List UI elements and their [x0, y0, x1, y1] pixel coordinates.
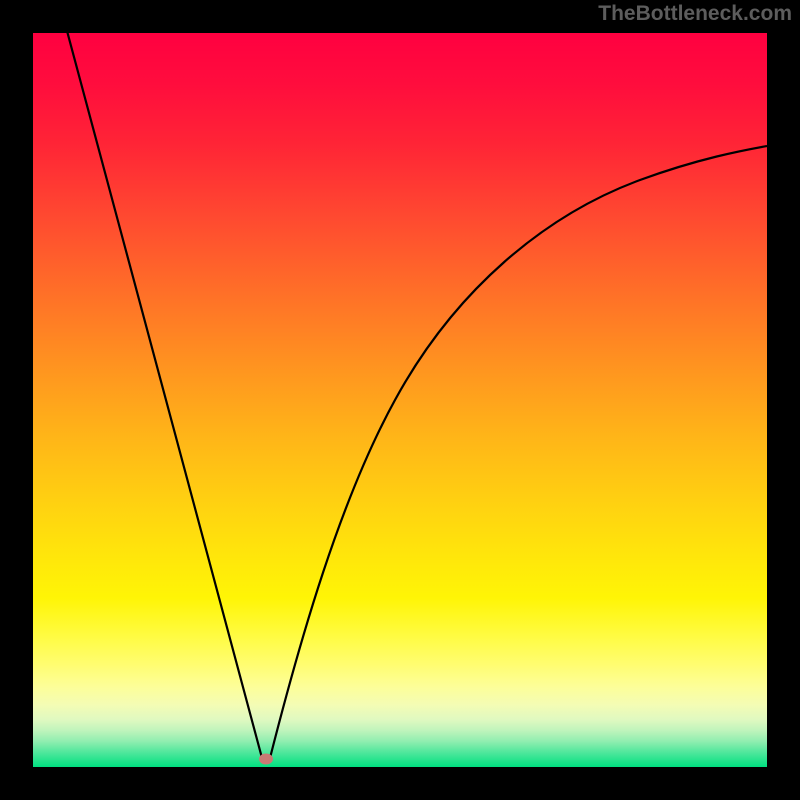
watermark-text: TheBottleneck.com: [598, 2, 792, 26]
optimum-marker: [259, 753, 273, 764]
plot-area: [33, 33, 767, 767]
chart-container: TheBottleneck.com: [0, 0, 800, 800]
chart-gradient-background: [33, 33, 767, 767]
